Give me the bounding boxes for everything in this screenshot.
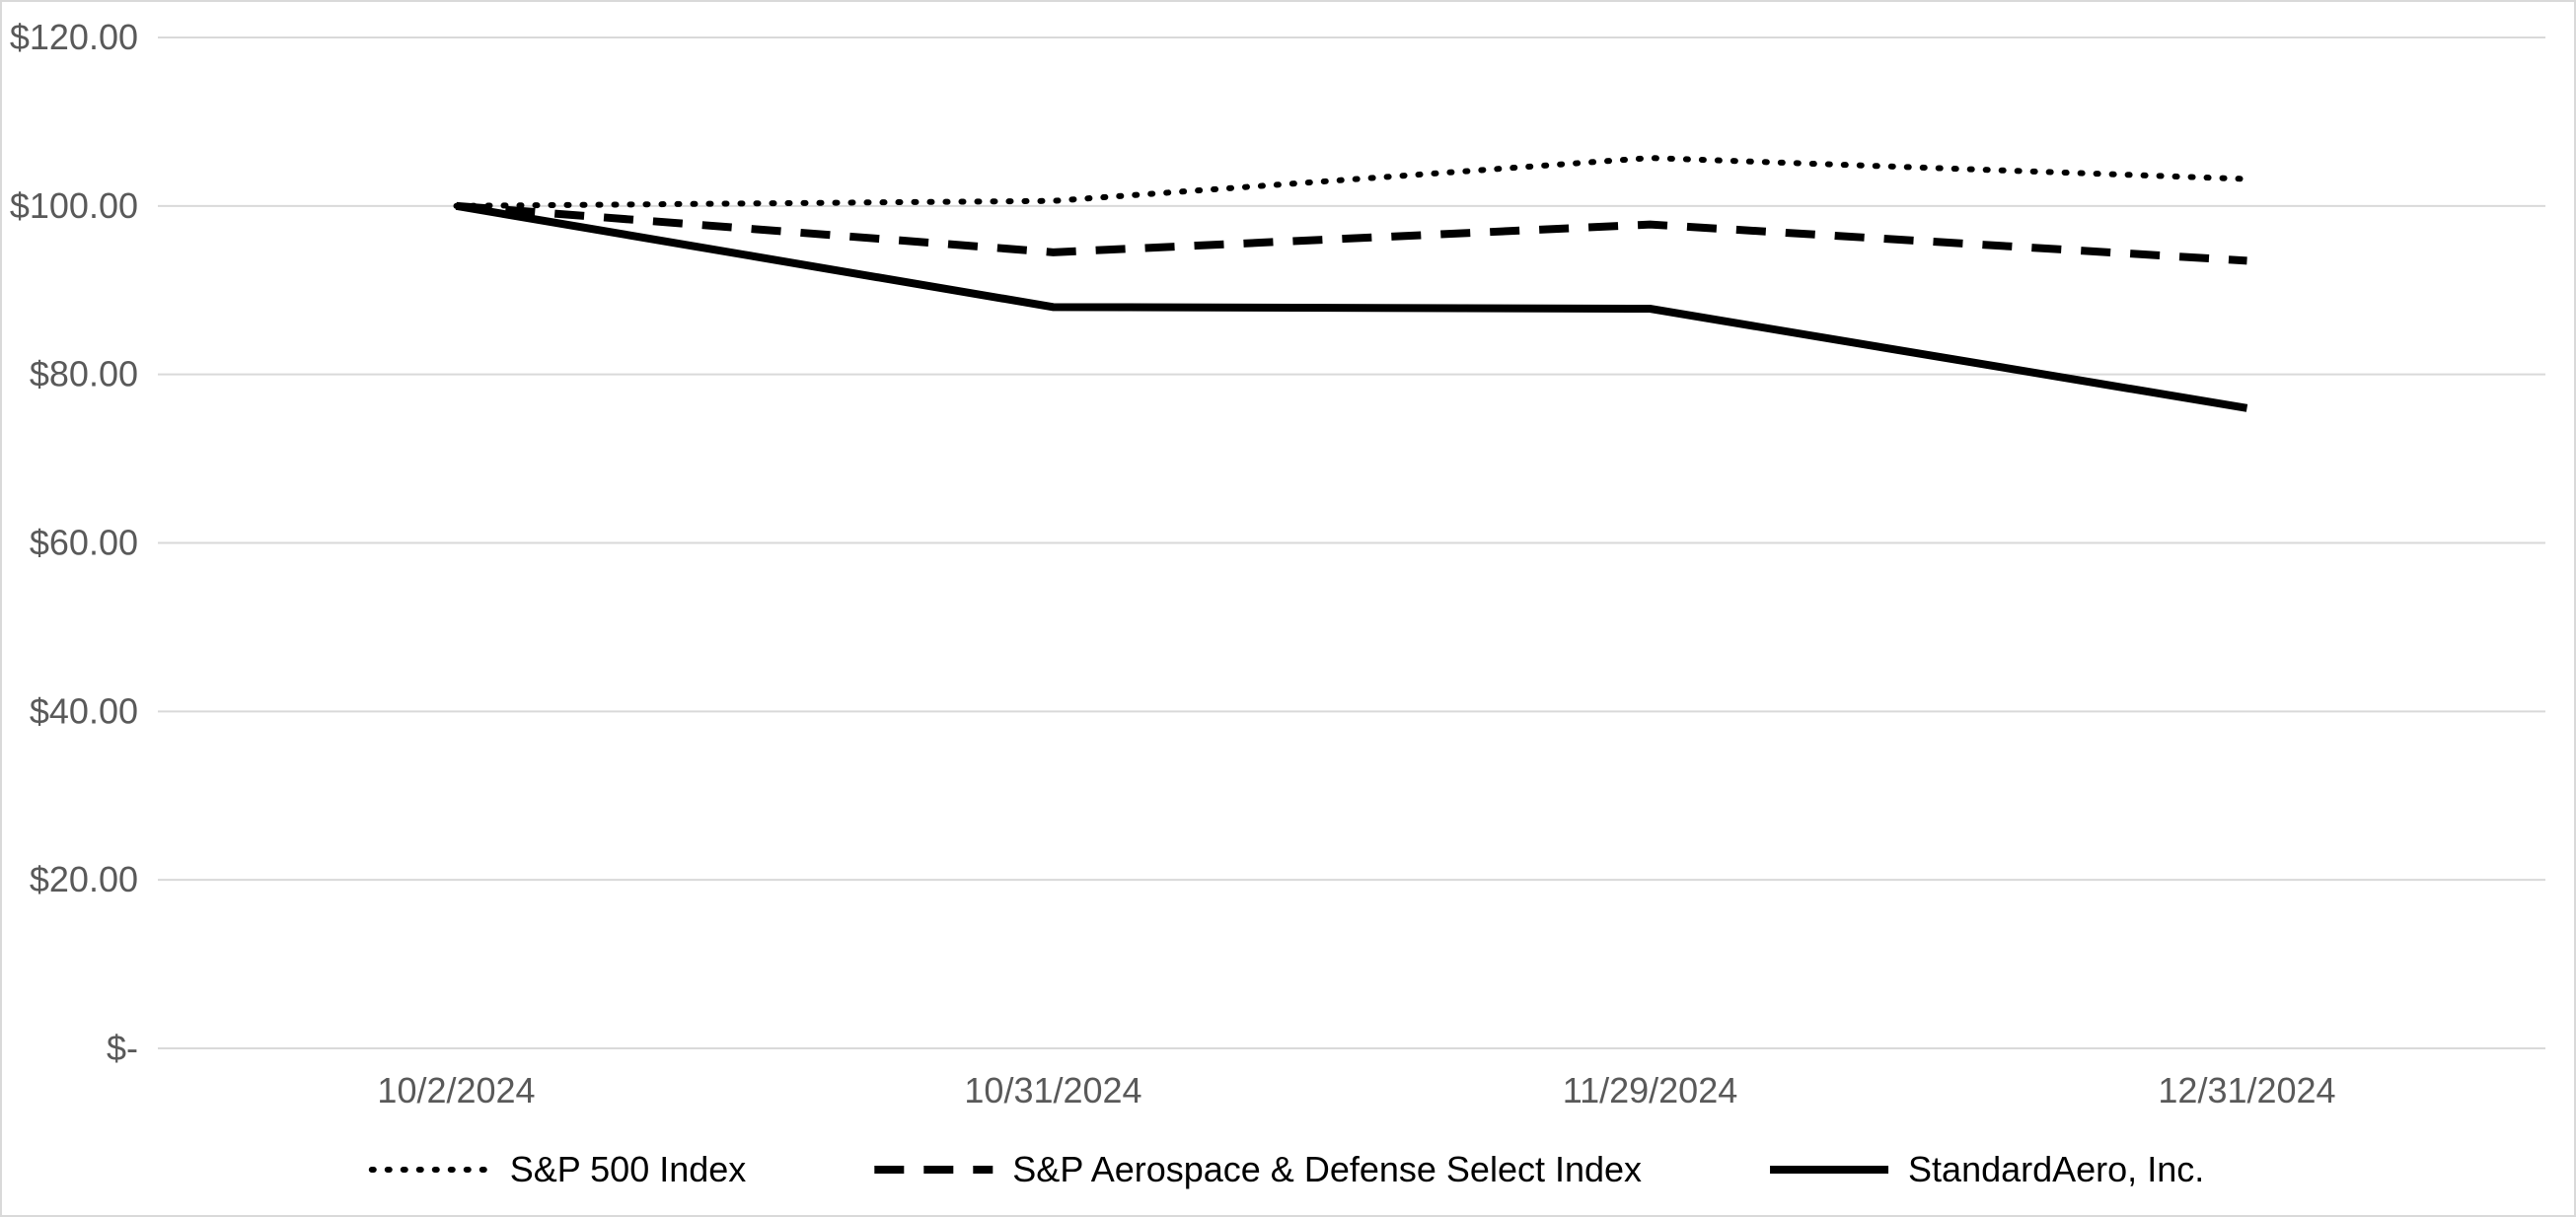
y-axis-label: $40.00 <box>30 690 138 731</box>
series-line <box>457 158 2247 206</box>
legend-label: StandardAero, Inc. <box>1908 1149 2204 1189</box>
y-axis-label: $- <box>107 1028 138 1068</box>
x-axis-label: 10/31/2024 <box>964 1070 1141 1110</box>
x-axis-label: 11/29/2024 <box>1563 1070 1738 1110</box>
x-axis-label: 12/31/2024 <box>2158 1070 2335 1110</box>
chart-svg: $- $20.00 $40.00 $60.00 $80.00 $100.00 $120.00… <box>0 0 2576 1217</box>
y-axis-label: $100.00 <box>10 185 138 226</box>
y-axis-label: $120.00 <box>10 17 138 57</box>
y-axis-label: $20.00 <box>30 859 138 899</box>
legend-label: S&P 500 Index <box>510 1149 747 1189</box>
y-axis-label: $60.00 <box>30 523 138 563</box>
stock-performance-chart: $- $20.00 $40.00 $60.00 $80.00 $100.00 $120.00… <box>0 0 2576 1217</box>
legend-label: S&P Aerospace & Defense Select Index <box>1012 1149 1642 1189</box>
x-axis-label: 10/2/2024 <box>377 1070 535 1110</box>
y-axis-label: $80.00 <box>30 354 138 394</box>
